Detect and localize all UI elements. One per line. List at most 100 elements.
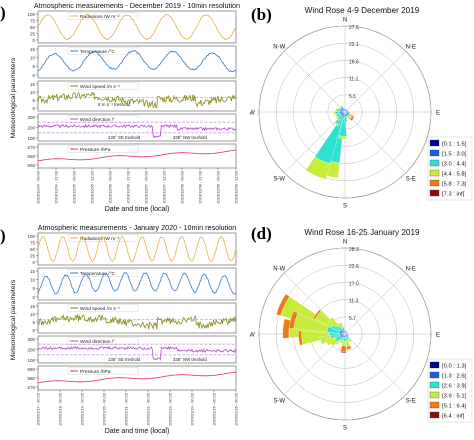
legend-box (67, 367, 139, 375)
x-tick-label: 2020/01/23 - 00:00 (168, 392, 173, 426)
legend-label: Wind direction /° (80, 339, 115, 345)
radial-tick-label: 22.1 (349, 42, 359, 48)
rose-bar-segment (351, 116, 355, 120)
rose-bar-segment (339, 105, 343, 108)
y-tick-label: 0 (32, 260, 35, 265)
rose-bar-segment (346, 109, 349, 112)
threshold-label-nw: 338° NW treshold (173, 135, 207, 140)
y-tick-label: 200 (27, 347, 35, 352)
legend-box (67, 234, 139, 242)
rose-bar-segment (341, 325, 345, 329)
rose-bar-segment (347, 335, 350, 338)
series-line (37, 345, 237, 361)
rose-bar-segment (298, 330, 304, 346)
y-tick-label: 10 (30, 90, 36, 95)
legend-swatch (429, 381, 440, 389)
legend-swatch (429, 169, 440, 177)
rose-bars (305, 105, 355, 180)
x-tick-label: 2020/01/20 - 00:00 (102, 392, 107, 426)
legend-label: Radiations /W m⁻² (80, 14, 120, 20)
x-tick-label: 2020/01/24 - 00:00 (190, 392, 195, 426)
rose-bar-segment (337, 322, 344, 328)
chart-title: Atmospheric measurements - January 2020 … (38, 223, 237, 232)
legend-entry: [1.3 : 2.6[ (442, 374, 467, 380)
rose-bar-segment (346, 115, 349, 118)
direction-label: S (343, 204, 347, 210)
subplot-3: 300 200 100 Wind direction /° 135° SE tresho… (27, 335, 237, 364)
x-tick-label: 2019/12/07 - 12:00 (162, 170, 167, 204)
direction-label: N-W (273, 45, 285, 51)
timeseries-chart-january: Atmospheric measurements - January 2020 … (10, 223, 239, 435)
direction-label: S-W (273, 398, 285, 404)
legend-label: Radiations /W m⁻² (80, 236, 120, 242)
y-tick-label: 670 (27, 145, 35, 150)
rose-bar-segment (305, 156, 331, 180)
legend-swatch (429, 139, 440, 147)
y-tick-label: 680 (27, 376, 35, 381)
y-tick-label: 100 (27, 136, 35, 141)
legend-box (67, 47, 139, 55)
direction-label: N-E (406, 45, 416, 51)
radial-tick-label: 28.3 (349, 247, 359, 253)
y-tick-label: 10 (30, 277, 36, 282)
subplot-1: 15 10 5 0 Temperature /°C (30, 45, 237, 79)
rose-bar-segment (350, 113, 353, 117)
y-tick-label: 670 (27, 385, 35, 390)
rose-bar-segment (329, 338, 338, 347)
legend-entry: [2.6 : 3.9[ (442, 384, 467, 390)
legend-label: Wind direction /° (80, 117, 115, 123)
direction-label: E (436, 111, 440, 117)
rose-bar-segment (333, 111, 336, 115)
legend-entry: [3.0 : 4.4[ (442, 162, 467, 168)
y-tick-label: 10 (30, 312, 36, 317)
legend-swatch (429, 159, 440, 167)
panel-d-label: (d) (251, 224, 272, 243)
panel-a-label: ) (0, 3, 6, 22)
legend-label: Wind speed /m s⁻¹ (80, 306, 120, 312)
subplot-2: 15 10 5 0 Wind speed /m s⁻¹ 5 m s⁻¹ treshold (30, 80, 237, 112)
legend-swatch (429, 179, 440, 187)
y-axis-label: Meteorological parameters (10, 279, 17, 360)
x-tick-label: 2020/01/25 - 00:00 (212, 392, 217, 426)
legend-swatch (429, 411, 440, 419)
y-axis-label: Meteorological parameters (10, 57, 17, 138)
y-tick-label: 75 (30, 18, 36, 23)
x-tick-label: 2019/12/09 - 00:00 (216, 170, 221, 204)
rose-bar-segment (336, 117, 340, 121)
direction-label: W (250, 111, 255, 117)
subplot-legend: Wind speed /m s⁻¹ (67, 304, 139, 312)
timeseries-chart-december: Atmospheric measurements - December 2019… (10, 1, 240, 213)
y-tick-label: 100 (27, 234, 35, 239)
legend-swatch (429, 401, 440, 409)
y-tick-label: 650 (27, 163, 35, 168)
rose-spoke (344, 111, 406, 173)
y-tick-label: 50 (30, 247, 36, 252)
subplot-4: 690 680 670 Pressure /hPa (27, 365, 237, 391)
legend-entry: [5.1 : 6.4[ (442, 404, 467, 410)
rose-bar-segment (334, 114, 338, 118)
threshold-label-nw: 338° NW treshold (173, 357, 207, 362)
rose-bar-segment (346, 345, 352, 350)
direction-label: N (343, 240, 347, 246)
legend-label: Pressure /hPa (80, 147, 111, 153)
x-tick-label: 2019/12/09 - 12:00 (234, 170, 239, 204)
series-line (37, 91, 237, 109)
series-line (37, 313, 237, 331)
threshold-label: 5 m s⁻¹ treshold (98, 102, 131, 107)
legend-entry: [1.5 : 3.0[ (442, 152, 467, 158)
y-tick-label: 25 (30, 253, 36, 258)
legend-label: Wind speed /m s⁻¹ (80, 84, 120, 90)
y-tick-label: 0 (32, 106, 35, 111)
x-tick-label: 2020/01/22 - 00:00 (146, 392, 151, 426)
y-tick-label: 200 (27, 125, 35, 130)
radial-tick-label: 5.5 (349, 94, 356, 100)
rose-bar-segment (346, 110, 349, 112)
direction-label: S-W (273, 176, 285, 182)
direction-label: E (436, 333, 440, 339)
rose-spoke (284, 111, 346, 173)
rose-bar-segment (340, 351, 347, 353)
y-tick-label: 15 (30, 82, 36, 87)
rose-spoke (344, 51, 406, 113)
y-tick-label: 15 (30, 269, 36, 274)
